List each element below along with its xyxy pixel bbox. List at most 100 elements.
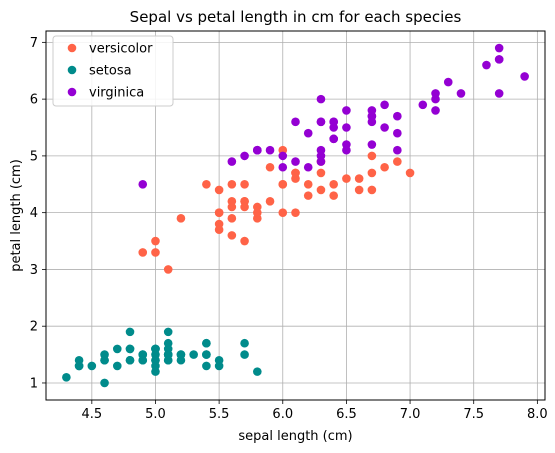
x-tick-label: 6.0 (272, 407, 293, 422)
point-virginica (278, 162, 288, 172)
point-virginica (316, 151, 326, 161)
point-setosa (112, 361, 122, 371)
point-virginica (380, 100, 389, 110)
point-virginica (342, 140, 351, 149)
point-versicolor (151, 236, 160, 246)
point-versicolor (329, 179, 338, 189)
point-versicolor (393, 157, 402, 166)
x-tick-label: 7.0 (400, 407, 421, 422)
point-versicolor (291, 208, 300, 217)
y-tick-label: 7 (30, 36, 38, 51)
point-versicolor (303, 191, 313, 200)
point-virginica (138, 179, 148, 189)
point-setosa (100, 378, 109, 388)
point-versicolor (227, 214, 237, 223)
y-tick-label: 5 (30, 149, 38, 164)
point-versicolor (138, 248, 148, 257)
point-versicolor (316, 185, 326, 195)
point-versicolor (367, 151, 377, 161)
point-setosa (112, 344, 122, 354)
point-virginica (482, 60, 491, 70)
point-virginica (494, 55, 504, 64)
point-versicolor (214, 185, 224, 195)
point-versicolor (176, 214, 186, 223)
y-tick-label: 3 (30, 263, 38, 278)
y-tick-label: 4 (30, 206, 38, 221)
point-virginica (303, 162, 313, 172)
point-versicolor (342, 174, 351, 183)
point-versicolor (202, 179, 211, 189)
point-setosa (202, 338, 211, 348)
point-setosa (189, 350, 198, 359)
point-virginica (329, 134, 338, 144)
legend-box (52, 35, 174, 107)
plot-frame (45, 30, 546, 401)
point-virginica (494, 43, 504, 53)
point-virginica (443, 77, 453, 87)
grid (46, 31, 545, 400)
point-versicolor (367, 185, 377, 195)
point-versicolor (278, 179, 288, 189)
point-versicolor (278, 208, 288, 217)
point-versicolor (265, 197, 275, 206)
point-virginica (367, 111, 377, 121)
point-versicolor (227, 179, 237, 189)
legend-label-virginica: virginica (89, 86, 144, 101)
point-virginica (316, 94, 326, 104)
point-setosa (163, 344, 173, 354)
point-virginica (303, 128, 313, 138)
x-tick-label: 4.5 (81, 407, 102, 422)
point-virginica (342, 123, 351, 132)
point-versicolor (253, 208, 262, 217)
point-setosa (62, 372, 71, 382)
legend-label-versicolor: versicolor (89, 42, 153, 57)
point-setosa (138, 355, 148, 365)
point-virginica (253, 145, 262, 155)
y-tick-label: 2 (30, 320, 38, 335)
point-virginica (393, 111, 402, 121)
point-versicolor (265, 162, 275, 172)
point-setosa (214, 361, 224, 371)
point-setosa (202, 361, 211, 371)
y-tick-label: 1 (30, 376, 38, 391)
point-setosa (87, 361, 97, 371)
point-versicolor (240, 202, 249, 212)
x-tick-label: 5.0 (145, 407, 166, 422)
point-versicolor (240, 179, 249, 189)
point-virginica (380, 123, 389, 132)
point-versicolor (227, 197, 237, 206)
y-axis-label: petal length (cm) (9, 159, 24, 272)
point-virginica (456, 89, 466, 98)
data-points (62, 43, 529, 388)
point-virginica (265, 145, 275, 155)
point-virginica (240, 151, 249, 161)
point-versicolor (367, 168, 377, 178)
legend: versicolor setosa virginica (52, 35, 174, 107)
point-versicolor (354, 185, 364, 195)
point-versicolor (354, 174, 364, 183)
point-versicolor (380, 162, 389, 172)
point-virginica (291, 117, 300, 127)
point-versicolor (214, 208, 224, 217)
point-versicolor (303, 179, 313, 189)
point-virginica (227, 157, 237, 166)
point-versicolor (240, 236, 249, 246)
x-tick-label: 5.5 (209, 407, 230, 422)
x-tick-label: 6.5 (336, 407, 357, 422)
point-virginica (393, 145, 402, 155)
point-virginica (520, 72, 529, 81)
point-setosa (202, 350, 211, 359)
point-setosa (151, 344, 160, 354)
axis-ticks: 4.5 5.0 5.5 6.0 6.5 7.0 7.5 8.0 1 2 3 4 5 6 7 (30, 36, 548, 422)
chart-title: Sepal vs petal length in cm for each spe… (130, 8, 462, 26)
point-versicolor (227, 231, 237, 240)
point-setosa (240, 350, 249, 359)
point-virginica (367, 140, 377, 149)
point-virginica (494, 89, 504, 98)
x-tick-label: 7.5 (463, 407, 484, 422)
point-virginica (278, 151, 288, 161)
point-versicolor (214, 225, 224, 234)
point-virginica (291, 157, 300, 166)
point-versicolor (316, 168, 326, 178)
